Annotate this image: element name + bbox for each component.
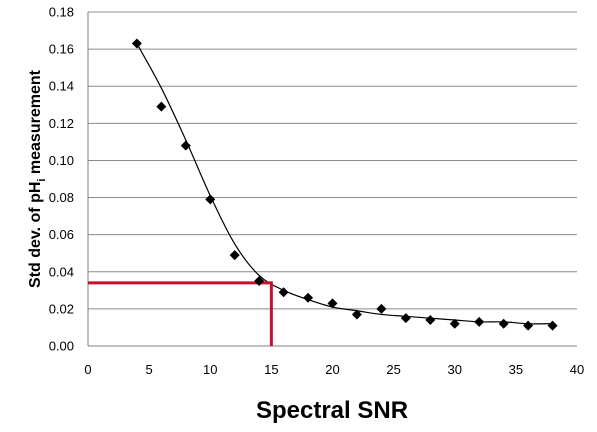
y-tick-labels: 0.00 0.02 0.04 0.06 0.08 0.10 0.12 0.14 0.16 0.18 — [49, 5, 74, 354]
x-tick-label: 25 — [386, 362, 400, 377]
y-tick-label: 0.10 — [49, 153, 74, 168]
data-point-diamond — [523, 320, 534, 331]
data-point-diamond — [400, 313, 411, 324]
x-tick-label: 0 — [84, 362, 91, 377]
x-tick-label: 35 — [509, 362, 523, 377]
data-point-diamond — [449, 318, 460, 329]
data-point-diamond — [498, 318, 509, 329]
data-point-diamond — [376, 303, 387, 314]
x-axis-title: Spectral SNR — [256, 397, 408, 424]
y-tick-label: 0.06 — [49, 227, 74, 242]
x-tick-label: 10 — [203, 362, 217, 377]
data-point-diamond — [547, 320, 558, 331]
data-points — [131, 38, 558, 331]
y-tick-label: 0.00 — [49, 339, 74, 354]
x-tick-label: 20 — [325, 362, 339, 377]
data-point-diamond — [303, 292, 314, 303]
x-tick-label: 5 — [146, 362, 153, 377]
data-point-diamond — [131, 38, 142, 49]
y-tick-label: 0.16 — [49, 42, 74, 57]
data-point-diamond — [229, 250, 240, 261]
y-axis-title-suffix: measurement — [27, 69, 44, 178]
data-point-diamond — [254, 276, 265, 287]
y-axis-title-subscript: i — [36, 179, 48, 182]
data-point-diamond — [180, 140, 191, 151]
data-point-diamond — [351, 309, 362, 320]
y-tick-label: 0.14 — [49, 79, 74, 94]
gridlines — [88, 11, 577, 310]
data-point-diamond — [278, 287, 289, 298]
x-tick-label: 15 — [264, 362, 278, 377]
data-point-diamond — [425, 315, 436, 326]
x-tick-label: 40 — [570, 362, 584, 377]
y-tick-label: 0.18 — [49, 5, 74, 20]
y-axis-title: Std dev. of pHi measurement — [27, 69, 48, 288]
data-point-diamond — [156, 101, 167, 112]
data-point-diamond — [327, 298, 338, 309]
y-tick-label: 0.02 — [49, 301, 74, 316]
x-tick-label: 30 — [448, 362, 462, 377]
y-tick-label: 0.04 — [49, 264, 74, 279]
data-point-diamond — [205, 194, 216, 205]
axes — [87, 12, 577, 347]
data-point-diamond — [474, 316, 485, 327]
x-tick-labels: 0 5 10 15 20 25 30 35 40 — [84, 362, 584, 377]
y-axis-title-main: Std dev. of pH — [27, 182, 44, 288]
y-tick-label: 0.12 — [49, 116, 74, 131]
reference-lines — [88, 281, 273, 346]
y-tick-label: 0.08 — [49, 190, 74, 205]
